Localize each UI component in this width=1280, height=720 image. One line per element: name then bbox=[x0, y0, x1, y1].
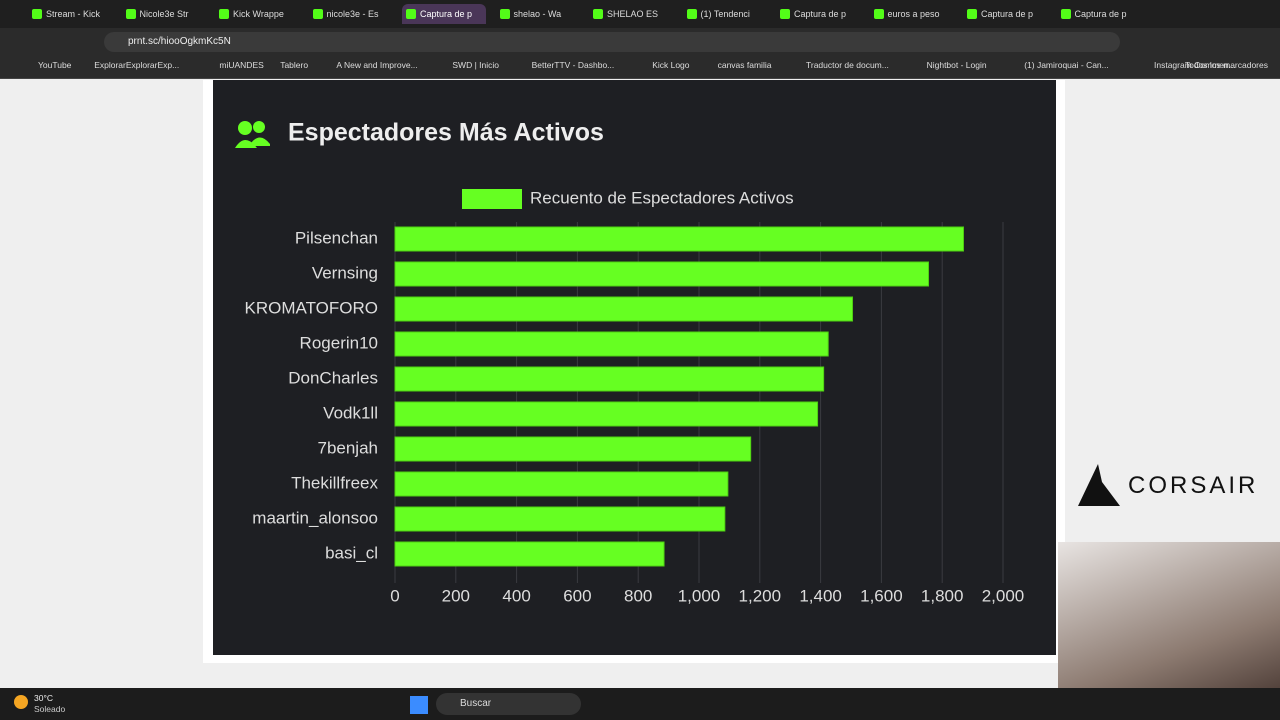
bookmark[interactable]: Instagram Commen... bbox=[1154, 60, 1236, 70]
tab[interactable]: shelao - Wa bbox=[496, 4, 580, 24]
bar bbox=[394, 296, 854, 322]
y-tick-label: basi_cl bbox=[325, 543, 378, 562]
users-icon bbox=[235, 121, 270, 148]
y-tick-label: Vernsing bbox=[312, 263, 378, 282]
bookmark[interactable]: BetterTTV - Dashbo... bbox=[531, 60, 615, 70]
corsair-sails bbox=[1078, 464, 1120, 506]
temperature: 30°C bbox=[34, 693, 53, 703]
bookmark[interactable]: Nightbot - Login bbox=[926, 60, 987, 70]
x-tick-label: 400 bbox=[502, 586, 530, 605]
y-tick-label: Vodk1ll bbox=[323, 403, 378, 422]
bookmark[interactable]: miUANDES bbox=[219, 60, 264, 70]
bar bbox=[394, 471, 729, 497]
bar bbox=[394, 366, 825, 392]
tab[interactable]: Captura de p bbox=[402, 4, 486, 24]
bookmark[interactable]: canvas familia bbox=[717, 60, 772, 70]
legend-label: Recuento de Espectadores Activos bbox=[530, 188, 794, 207]
x-tick-label: 0 bbox=[390, 586, 399, 605]
y-tick-label: Thekillfreex bbox=[291, 473, 378, 492]
bar bbox=[394, 226, 964, 252]
tab[interactable]: euros a peso bbox=[870, 4, 954, 24]
taskbar: 30°C Soleado Buscar bbox=[0, 688, 1280, 720]
weather-icon bbox=[14, 695, 28, 709]
y-tick-label: Pilsenchan bbox=[295, 228, 378, 247]
bar bbox=[394, 436, 752, 462]
x-tick-label: 200 bbox=[442, 586, 470, 605]
search-box[interactable]: Buscar bbox=[436, 693, 581, 715]
bar bbox=[394, 331, 829, 357]
x-tick-label: 1,000 bbox=[678, 586, 721, 605]
x-tick-label: 2,000 bbox=[982, 586, 1025, 605]
chart: Espectadores Más Activos 0 200 400 600 800 1,… bbox=[213, 80, 1056, 655]
y-tick-label: Rogerin10 bbox=[300, 333, 378, 352]
bar bbox=[394, 261, 930, 287]
chart-title: Espectadores Más Activos bbox=[288, 119, 604, 147]
x-tick-label: 1,600 bbox=[860, 586, 903, 605]
corsair-logo: CORSAIR bbox=[1076, 462, 1276, 508]
all-bookmarks[interactable]: Todos los marcadores bbox=[1184, 60, 1268, 70]
y-tick-label: KROMATOFORO bbox=[245, 298, 379, 317]
bar bbox=[394, 506, 726, 532]
tab[interactable]: Kick Wrappe bbox=[215, 4, 299, 24]
y-tick-label: maartin_alonsoo bbox=[252, 508, 378, 527]
bar bbox=[394, 541, 665, 567]
bookmark[interactable]: Kick Logo bbox=[652, 60, 690, 70]
bookmarks-bar bbox=[0, 56, 1280, 79]
x-tick-label: 1,400 bbox=[799, 586, 842, 605]
tab[interactable]: Captura de p bbox=[776, 4, 860, 24]
bookmark[interactable]: Tablero bbox=[280, 60, 309, 70]
bookmark[interactable]: A New and Improve... bbox=[336, 60, 418, 70]
tab[interactable]: Stream - Kick bbox=[28, 4, 112, 24]
x-tick-label: 1,200 bbox=[739, 586, 782, 605]
weather: Soleado bbox=[34, 704, 66, 714]
legend-swatch bbox=[462, 189, 522, 209]
tab[interactable]: Captura de p bbox=[963, 4, 1047, 24]
address-bar[interactable]: prnt.sc/hiooOgkmKc5N bbox=[104, 32, 1120, 52]
y-tick-label: 7benjah bbox=[317, 438, 378, 457]
bookmark[interactable]: Traductor de docum... bbox=[806, 60, 889, 70]
tab[interactable]: (1) Tendenci bbox=[683, 4, 767, 24]
bookmark[interactable]: (1) Jamiroquai - Can... bbox=[1024, 60, 1109, 70]
bookmark[interactable]: YouTube bbox=[38, 60, 72, 70]
bookmark[interactable]: ExplorarExplorarExp... bbox=[94, 60, 180, 70]
bar bbox=[394, 401, 819, 427]
x-tick-label: 600 bbox=[563, 586, 591, 605]
tab[interactable]: SHELAO ES bbox=[589, 4, 673, 24]
x-tick-label: 1,800 bbox=[921, 586, 964, 605]
brand: CORSAIR bbox=[1128, 472, 1259, 499]
y-tick-label: DonCharles bbox=[288, 368, 378, 387]
bookmark[interactable]: SWD | Inicio bbox=[452, 60, 499, 70]
tab[interactable]: nicole3e - Es bbox=[309, 4, 393, 24]
start-button[interactable] bbox=[410, 696, 428, 714]
tab[interactable]: Captura de p bbox=[1057, 4, 1141, 24]
x-tick-label: 800 bbox=[624, 586, 652, 605]
tab[interactable]: Nicole3e Str bbox=[122, 4, 206, 24]
